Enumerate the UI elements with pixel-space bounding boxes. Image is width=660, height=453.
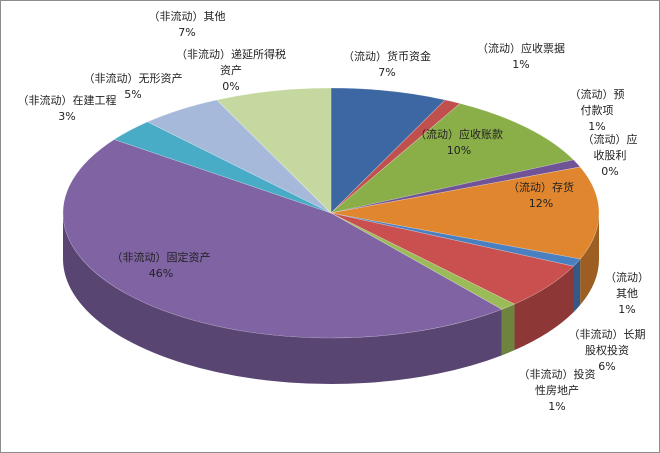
slice-side bbox=[580, 213, 599, 306]
slice-label: （流动）货币资金 7% bbox=[322, 49, 452, 81]
slice-side bbox=[573, 259, 581, 313]
slice-label: （非流动）其他 7% bbox=[122, 9, 252, 41]
slice-label: （流动）其他 1% bbox=[600, 270, 654, 318]
slice-value: 10% bbox=[446, 144, 472, 157]
slice-label: （流动）应收股利 0% bbox=[578, 132, 642, 180]
slice-value: 0% bbox=[222, 80, 240, 93]
slice bbox=[216, 87, 332, 214]
slice-name: （非流动）长期股权投资 bbox=[568, 328, 646, 357]
slice-value: 12% bbox=[528, 197, 554, 210]
slice bbox=[330, 212, 516, 310]
slice-label: （非流动）递延所得税资产 0% bbox=[175, 47, 287, 95]
slice-name: （流动）应收账款 bbox=[415, 128, 503, 141]
slice-value: 6% bbox=[598, 360, 616, 373]
slice bbox=[330, 212, 575, 305]
slice-value: 0% bbox=[601, 165, 619, 178]
slice-value: 7% bbox=[178, 26, 196, 39]
slice-label: （非流动）无形资产 5% bbox=[68, 71, 198, 103]
slice bbox=[330, 166, 581, 214]
slice bbox=[330, 103, 575, 214]
slice bbox=[146, 99, 332, 214]
slice bbox=[330, 212, 581, 267]
slice-value: 1% bbox=[588, 120, 606, 133]
slice-label: （非流动）投资性房地产 1% bbox=[517, 367, 597, 415]
slice-label: （非流动）固定资产 46% bbox=[96, 250, 226, 282]
slice-value: 5% bbox=[124, 88, 142, 101]
slice bbox=[330, 87, 446, 214]
slice-label: （流动）应收账款 10% bbox=[394, 127, 524, 159]
slice-name: （非流动）固定资产 bbox=[111, 251, 211, 264]
slice-label: （流动）预付款项 1% bbox=[565, 87, 629, 135]
slice-label: （流动）存货 12% bbox=[481, 180, 601, 212]
slice-value: 46% bbox=[148, 267, 174, 280]
slice-value: 7% bbox=[378, 66, 396, 79]
slice bbox=[330, 159, 581, 214]
slice-value: 1% bbox=[548, 400, 566, 413]
slice-name: （非流动）在建工程 bbox=[17, 94, 117, 107]
slice-side bbox=[63, 213, 502, 384]
slice-side bbox=[514, 266, 574, 351]
slice-name: （非流动）递延所得税资产 bbox=[176, 48, 286, 77]
slice-value: 1% bbox=[512, 58, 530, 71]
slice-name: （非流动）无形资产 bbox=[83, 72, 183, 85]
slice-value: 1% bbox=[618, 303, 636, 316]
slice bbox=[330, 99, 461, 214]
slice-name: （流动）应收股利 bbox=[582, 133, 638, 162]
slice-name: （非流动）投资性房地产 bbox=[518, 368, 596, 397]
slice-name: （流动）其他 bbox=[605, 271, 649, 300]
slice-name: （流动）预付款项 bbox=[569, 88, 625, 117]
slice-side bbox=[501, 304, 515, 356]
slice-name: （流动）货币资金 bbox=[343, 50, 431, 63]
slice-label: （流动）应收票据 1% bbox=[456, 41, 586, 73]
slice-name: （流动）存货 bbox=[508, 181, 574, 194]
slice-value: 3% bbox=[58, 110, 76, 123]
slice-label: （非流动）在建工程 3% bbox=[7, 93, 127, 125]
slice-name: （流动）应收票据 bbox=[477, 42, 565, 55]
slice-label: （非流动）长期股权投资 6% bbox=[568, 327, 646, 375]
slice bbox=[330, 166, 600, 260]
slice bbox=[113, 121, 332, 214]
slice bbox=[62, 139, 503, 339]
slice-name: （非流动）其他 bbox=[148, 10, 226, 23]
